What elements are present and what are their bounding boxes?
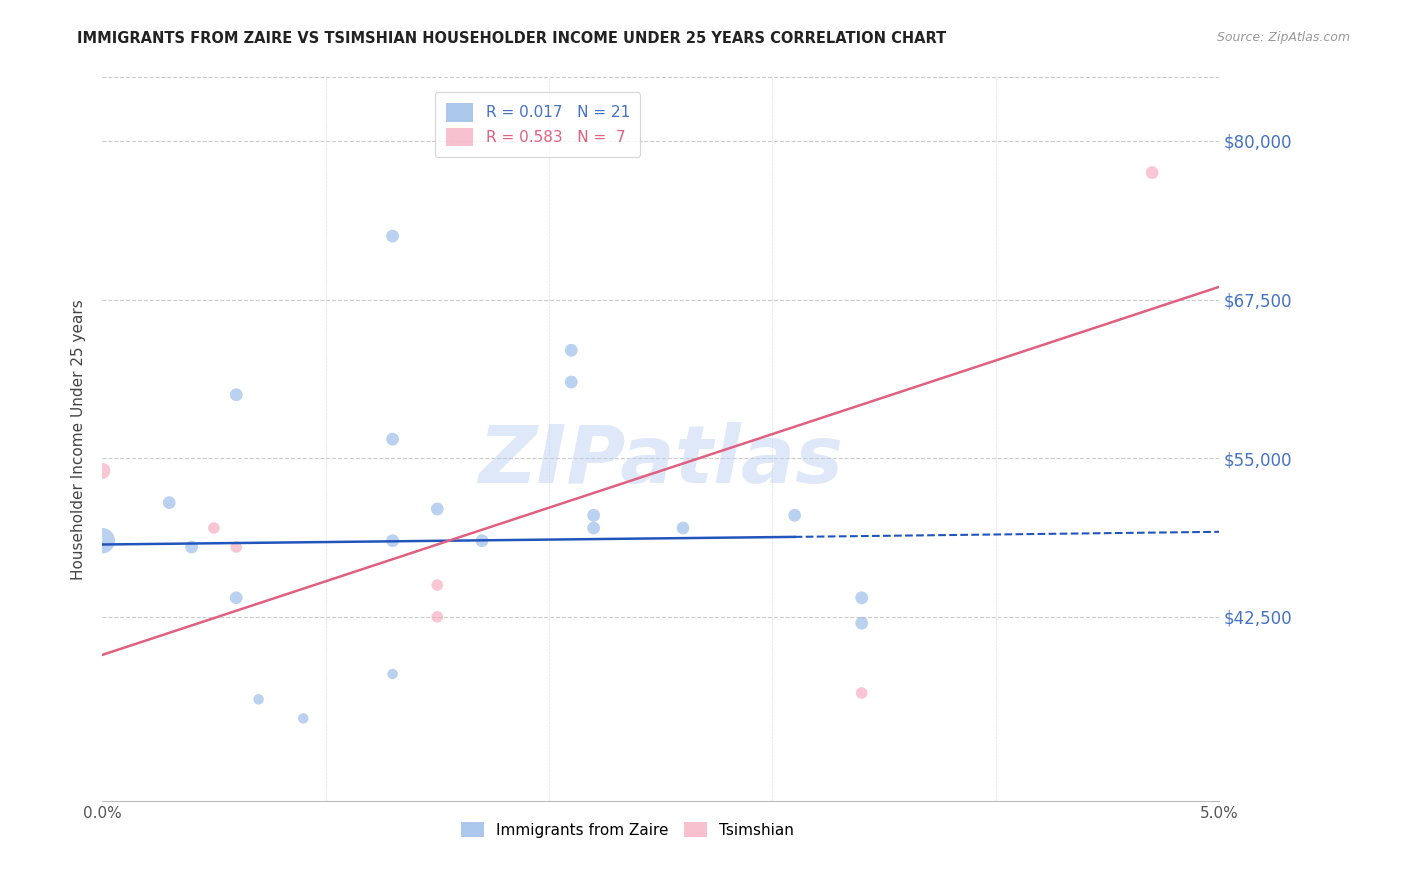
Point bbox=[582, 521, 605, 535]
Point bbox=[381, 533, 404, 548]
Point bbox=[292, 711, 315, 725]
Point bbox=[202, 521, 225, 535]
Point bbox=[783, 508, 806, 523]
Text: IMMIGRANTS FROM ZAIRE VS TSIMSHIAN HOUSEHOLDER INCOME UNDER 25 YEARS CORRELATION: IMMIGRANTS FROM ZAIRE VS TSIMSHIAN HOUSE… bbox=[77, 31, 946, 46]
Text: Source: ZipAtlas.com: Source: ZipAtlas.com bbox=[1216, 31, 1350, 45]
Point bbox=[381, 229, 404, 244]
Point bbox=[157, 495, 180, 509]
Point bbox=[225, 388, 247, 402]
Point bbox=[247, 692, 270, 706]
Point bbox=[851, 616, 873, 631]
Point bbox=[426, 578, 449, 592]
Point bbox=[582, 508, 605, 523]
Point bbox=[180, 540, 202, 554]
Point bbox=[91, 464, 114, 478]
Point bbox=[225, 540, 247, 554]
Point bbox=[1140, 166, 1163, 180]
Point bbox=[381, 432, 404, 446]
Point bbox=[426, 610, 449, 624]
Point bbox=[471, 533, 494, 548]
Point bbox=[381, 667, 404, 681]
Point bbox=[672, 521, 695, 535]
Point bbox=[851, 591, 873, 605]
Legend: Immigrants from Zaire, Tsimshian: Immigrants from Zaire, Tsimshian bbox=[454, 815, 800, 844]
Text: ZIPatlas: ZIPatlas bbox=[478, 422, 844, 500]
Point bbox=[560, 375, 582, 389]
Point bbox=[851, 686, 873, 700]
Y-axis label: Householder Income Under 25 years: Householder Income Under 25 years bbox=[72, 299, 86, 580]
Point bbox=[426, 502, 449, 516]
Point bbox=[560, 343, 582, 358]
Point bbox=[225, 591, 247, 605]
Point bbox=[91, 533, 114, 548]
